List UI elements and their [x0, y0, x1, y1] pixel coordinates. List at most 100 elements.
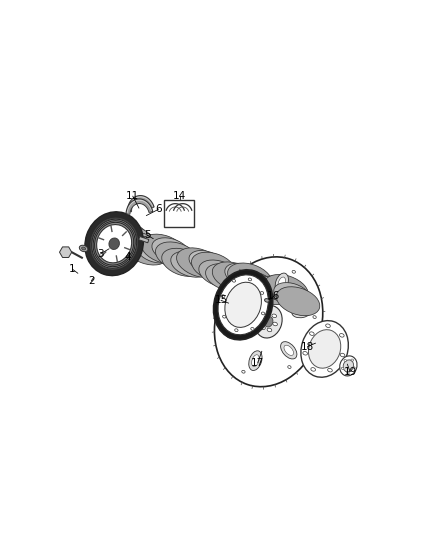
Ellipse shape [313, 316, 316, 319]
Ellipse shape [261, 326, 265, 329]
Ellipse shape [339, 334, 344, 337]
Text: 19: 19 [343, 367, 357, 377]
Ellipse shape [351, 359, 353, 361]
Ellipse shape [284, 345, 293, 356]
Ellipse shape [97, 224, 132, 263]
Ellipse shape [301, 321, 348, 377]
Ellipse shape [261, 312, 265, 315]
Ellipse shape [273, 322, 277, 326]
Ellipse shape [152, 238, 190, 263]
Ellipse shape [171, 252, 210, 277]
Ellipse shape [328, 368, 332, 372]
Ellipse shape [248, 276, 291, 304]
Text: 2: 2 [88, 276, 95, 286]
Text: 6: 6 [155, 205, 162, 214]
Ellipse shape [225, 282, 261, 327]
Ellipse shape [222, 295, 225, 297]
Ellipse shape [244, 288, 253, 298]
Ellipse shape [344, 359, 346, 361]
Ellipse shape [260, 318, 265, 321]
Ellipse shape [343, 360, 353, 372]
Polygon shape [139, 237, 149, 243]
Ellipse shape [246, 275, 250, 278]
Text: 17: 17 [251, 358, 265, 368]
Text: 1: 1 [69, 264, 76, 274]
Ellipse shape [85, 212, 143, 276]
Ellipse shape [326, 324, 330, 327]
Ellipse shape [353, 367, 355, 369]
Ellipse shape [251, 327, 254, 330]
FancyBboxPatch shape [164, 199, 194, 227]
Ellipse shape [296, 308, 308, 315]
Ellipse shape [102, 225, 137, 248]
Ellipse shape [274, 282, 311, 307]
Ellipse shape [346, 372, 349, 374]
Text: 3: 3 [97, 249, 104, 259]
Ellipse shape [232, 279, 236, 282]
Text: 11: 11 [126, 191, 139, 201]
Ellipse shape [255, 305, 282, 338]
Text: 18: 18 [301, 342, 314, 352]
Ellipse shape [252, 355, 259, 367]
Ellipse shape [91, 218, 138, 269]
Ellipse shape [120, 232, 161, 260]
Ellipse shape [303, 351, 307, 355]
Ellipse shape [259, 276, 297, 301]
Text: 4: 4 [124, 252, 131, 262]
Ellipse shape [292, 305, 312, 318]
Ellipse shape [275, 273, 289, 293]
Ellipse shape [177, 248, 221, 278]
Ellipse shape [292, 270, 296, 273]
Ellipse shape [242, 370, 245, 373]
Ellipse shape [265, 312, 270, 316]
Text: 5: 5 [144, 230, 150, 240]
Text: 16: 16 [267, 292, 280, 301]
Ellipse shape [213, 270, 273, 340]
Ellipse shape [340, 353, 345, 357]
Ellipse shape [228, 263, 272, 293]
Text: 14: 14 [173, 190, 186, 200]
Ellipse shape [115, 226, 155, 252]
Ellipse shape [136, 239, 173, 263]
Ellipse shape [240, 285, 257, 302]
Ellipse shape [189, 251, 225, 274]
Ellipse shape [340, 356, 357, 376]
Ellipse shape [79, 245, 88, 252]
Ellipse shape [215, 257, 323, 387]
Polygon shape [126, 199, 153, 214]
Ellipse shape [99, 229, 107, 233]
Ellipse shape [106, 221, 150, 251]
Ellipse shape [191, 252, 235, 281]
Ellipse shape [276, 287, 320, 316]
Ellipse shape [341, 367, 344, 369]
Ellipse shape [281, 342, 297, 359]
Ellipse shape [310, 332, 314, 335]
Ellipse shape [221, 325, 224, 328]
Ellipse shape [272, 314, 276, 318]
Ellipse shape [235, 329, 238, 332]
Ellipse shape [265, 298, 269, 302]
Ellipse shape [264, 274, 308, 304]
Ellipse shape [249, 351, 262, 370]
Ellipse shape [308, 330, 341, 368]
Ellipse shape [278, 277, 286, 289]
Ellipse shape [229, 328, 241, 336]
Ellipse shape [212, 262, 256, 291]
Ellipse shape [288, 366, 291, 368]
Ellipse shape [109, 238, 120, 249]
Ellipse shape [81, 247, 85, 250]
Ellipse shape [260, 292, 264, 294]
Ellipse shape [248, 278, 251, 281]
Ellipse shape [225, 326, 245, 338]
Ellipse shape [223, 315, 226, 318]
Ellipse shape [311, 368, 315, 371]
Text: 15: 15 [215, 295, 228, 305]
Ellipse shape [267, 328, 272, 332]
Polygon shape [127, 196, 154, 212]
Ellipse shape [199, 260, 240, 287]
Ellipse shape [225, 263, 261, 287]
Ellipse shape [205, 264, 246, 291]
Ellipse shape [241, 276, 283, 304]
Ellipse shape [115, 235, 123, 239]
Ellipse shape [162, 248, 204, 277]
